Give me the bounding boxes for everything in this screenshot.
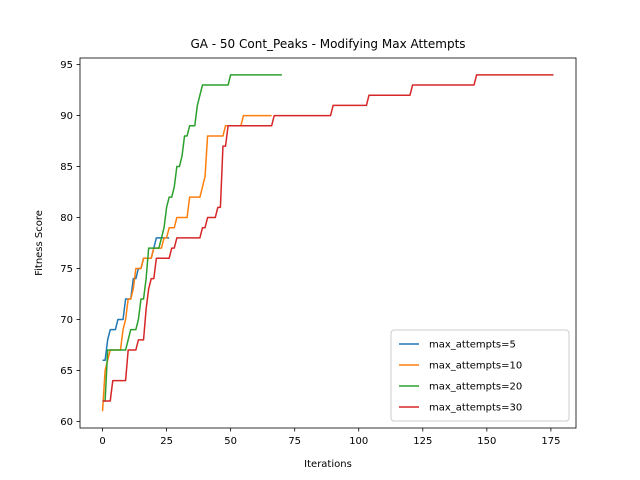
y-tick-label: 65 [60,366,73,377]
plot-frame [79,57,577,429]
legend-box [390,329,570,422]
y-tick-label: 85 [60,162,73,173]
legend: max_attempts=5 max_attempts=10 max_attempt… [390,329,570,422]
legend-label: max_attempts=5 [429,340,516,351]
y-axis-label: Fitness Score [34,210,45,276]
x-axis-label: Iterations [304,459,352,470]
y-tick-label: 70 [60,315,73,326]
y-tick-label: 95 [60,60,73,71]
x-tick-label: 0 [99,436,105,447]
series-line-1 [102,237,170,361]
y-axis-ticks: 60 65 70 75 80 85 90 95 [60,60,80,428]
series-line-2 [101,114,272,412]
y-tick-label: 75 [60,264,73,275]
plot-lines [101,74,554,412]
x-tick-label: 75 [288,436,301,447]
series-line-4 [102,74,554,402]
legend-label: max_attempts=20 [429,382,522,393]
x-tick-label: 125 [413,436,432,447]
y-tick-label: 80 [60,213,73,224]
x-tick-label: 50 [224,436,237,447]
legend-label: max_attempts=30 [429,403,522,414]
x-tick-label: 150 [477,436,496,447]
y-tick-label: 90 [60,111,73,122]
x-axis-ticks: 0 25 50 75 100 125 150 175 [99,428,560,447]
chart-title: GA - 50 Cont_Peaks - Modifying Max Attem… [190,37,465,51]
series-line-3 [102,74,282,402]
x-tick-label: 100 [349,436,368,447]
x-tick-label: 25 [160,436,173,447]
y-tick-label: 60 [60,417,73,428]
x-tick-label: 175 [541,436,560,447]
legend-label: max_attempts=10 [429,361,522,372]
